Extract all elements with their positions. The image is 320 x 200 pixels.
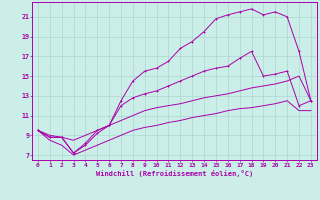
X-axis label: Windchill (Refroidissement éolien,°C): Windchill (Refroidissement éolien,°C)	[96, 170, 253, 177]
